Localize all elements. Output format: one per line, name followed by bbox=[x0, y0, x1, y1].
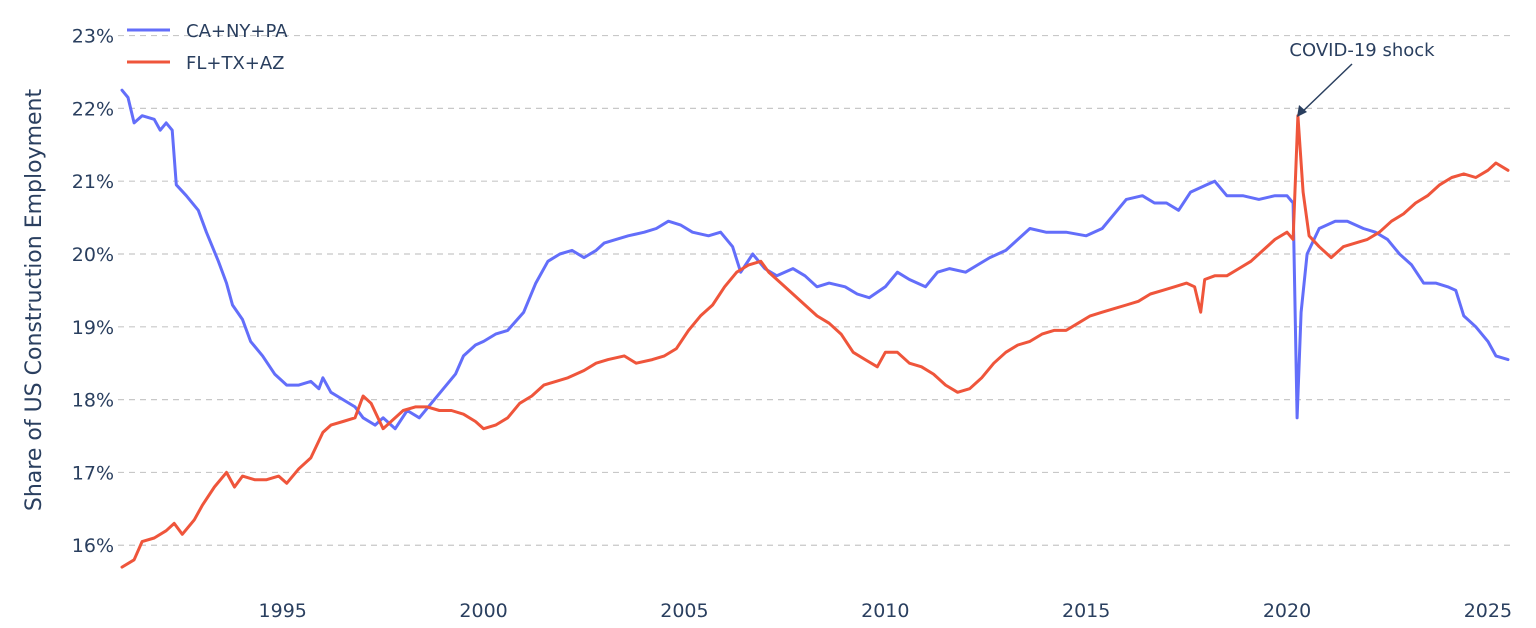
y-tick-label: 22% bbox=[72, 98, 114, 120]
x-axis-ticks: 1995 2000 2005 2010 2015 2020 2025 bbox=[259, 600, 1513, 622]
y-tick-label: 20% bbox=[72, 244, 114, 266]
legend-label-fl-tx-az: FL+TX+AZ bbox=[186, 53, 285, 74]
annotation: COVID-19 shock bbox=[1289, 40, 1435, 117]
y-tick-label: 17% bbox=[72, 462, 114, 484]
y-tick-label: 16% bbox=[72, 535, 114, 557]
y-tick-label: 18% bbox=[72, 390, 114, 412]
y-tick-label: 19% bbox=[72, 317, 114, 339]
y-axis-title: Share of US Construction Employment bbox=[22, 89, 47, 512]
legend-label-ca-ny-pa: CA+NY+PA bbox=[186, 21, 288, 42]
legend[interactable]: CA+NY+PA FL+TX+AZ bbox=[127, 21, 288, 74]
y-axis-ticks: 16% 17% 18% 19% 20% 21% 22% 23% bbox=[72, 26, 114, 558]
gridlines bbox=[118, 34, 1512, 546]
x-tick-label: 1995 bbox=[259, 600, 307, 622]
x-tick-label: 2010 bbox=[861, 600, 909, 622]
x-tick-label: 2000 bbox=[459, 600, 507, 622]
annotation-arrow bbox=[1300, 63, 1353, 114]
y-tick-label: 23% bbox=[72, 26, 114, 48]
annotation-text: COVID-19 shock bbox=[1289, 40, 1435, 61]
arrow-head-icon bbox=[1297, 105, 1307, 117]
series-line-fl-tx-az[interactable] bbox=[120, 114, 1510, 569]
legend-item-ca-ny-pa[interactable]: CA+NY+PA bbox=[127, 21, 288, 42]
x-tick-label: 2020 bbox=[1263, 600, 1311, 622]
x-tick-label: 2025 bbox=[1464, 600, 1512, 622]
legend-item-fl-tx-az[interactable]: FL+TX+AZ bbox=[127, 53, 285, 74]
x-tick-label: 2015 bbox=[1062, 600, 1110, 622]
series-lines bbox=[120, 88, 1510, 569]
y-tick-label: 21% bbox=[72, 171, 114, 193]
x-tick-label: 2005 bbox=[660, 600, 708, 622]
